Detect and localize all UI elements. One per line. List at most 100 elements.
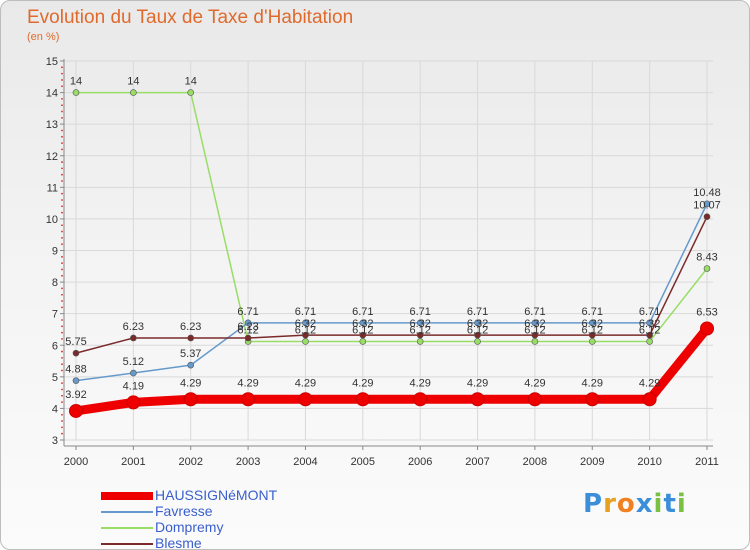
data-label-haussignémont: 4.19 xyxy=(123,380,144,392)
data-label-favresse: 6.71 xyxy=(352,306,373,318)
data-label-favresse: 6.71 xyxy=(524,306,545,318)
x-tick-label: 2011 xyxy=(695,456,719,468)
y-minor-tick xyxy=(61,135,63,138)
legend-label: Favresse xyxy=(155,503,213,519)
data-point-favresse xyxy=(72,377,80,384)
x-tick-label: 2000 xyxy=(64,456,88,468)
y-minor-tick xyxy=(61,224,63,227)
data-point-dompremy xyxy=(72,89,80,96)
y-tick-label: 14 xyxy=(46,88,58,100)
data-point-favresse xyxy=(130,369,137,377)
data-point-blesme xyxy=(244,334,252,342)
data-point-dompremy xyxy=(531,338,539,345)
data-label-dompremy: 14 xyxy=(127,76,139,88)
data-point-dompremy xyxy=(130,89,137,96)
y-minor-tick xyxy=(61,432,63,435)
data-label-dompremy: 14 xyxy=(70,76,82,88)
logo-letter: r xyxy=(603,489,617,519)
logo-letter: x xyxy=(635,489,654,519)
y-minor-tick xyxy=(61,129,63,132)
chart-subtitle: (en %) xyxy=(27,31,60,43)
data-point-haussignémont xyxy=(700,321,714,336)
data-label-dompremy: 6.12 xyxy=(295,324,316,336)
data-point-blesme xyxy=(187,334,195,342)
data-point-blesme xyxy=(359,331,367,339)
y-minor-tick xyxy=(61,236,63,239)
data-point-blesme xyxy=(646,331,653,339)
y-minor-tick xyxy=(61,331,63,334)
x-tick-label: 2003 xyxy=(236,456,260,468)
legend-swatch xyxy=(101,527,153,529)
data-point-haussignémont xyxy=(470,392,485,407)
y-minor-tick xyxy=(61,85,63,88)
data-label-blesme: 6.32 xyxy=(409,318,430,330)
y-minor-tick xyxy=(61,205,63,208)
data-point-blesme xyxy=(531,331,539,339)
data-point-favresse xyxy=(244,319,252,327)
y-tick-label: 15 xyxy=(46,56,58,68)
data-point-haussignémont xyxy=(126,395,141,410)
data-label-dompremy: 6.12 xyxy=(639,324,660,336)
y-minor-tick xyxy=(61,369,63,372)
y-tick-label: 3 xyxy=(52,435,58,447)
data-point-dompremy xyxy=(187,89,195,96)
data-label-haussignémont: 4.29 xyxy=(295,377,316,389)
y-tick-label: 6 xyxy=(52,340,58,352)
data-point-dompremy xyxy=(416,338,424,345)
data-label-haussignémont: 4.29 xyxy=(639,377,660,389)
data-label-favresse: 4.88 xyxy=(65,364,86,376)
logo-letter: P xyxy=(583,489,604,519)
y-minor-tick xyxy=(61,293,63,296)
data-label-blesme: 6.23 xyxy=(123,321,144,333)
y-minor-tick xyxy=(61,104,63,107)
data-label-favresse: 10.48 xyxy=(693,187,721,199)
y-minor-tick xyxy=(61,66,63,69)
data-label-blesme: 6.32 xyxy=(639,318,660,330)
y-minor-tick xyxy=(61,413,63,416)
data-label-haussignémont: 3.92 xyxy=(65,389,86,401)
logo-letter: i xyxy=(676,489,687,519)
data-point-dompremy xyxy=(474,338,481,345)
y-minor-tick xyxy=(61,319,63,321)
data-point-favresse xyxy=(703,200,711,208)
y-minor-tick xyxy=(61,79,63,81)
data-point-blesme xyxy=(130,334,137,342)
data-label-dompremy: 6.12 xyxy=(409,324,430,336)
series-line-blesme xyxy=(75,215,708,354)
y-minor-tick xyxy=(61,243,63,246)
data-point-favresse xyxy=(474,319,481,327)
data-point-haussignémont xyxy=(642,392,657,407)
data-point-favresse xyxy=(187,361,195,369)
logo-letter: t xyxy=(663,489,677,519)
data-label-favresse: 6.71 xyxy=(582,306,603,318)
data-label-blesme: 6.32 xyxy=(467,318,488,330)
y-minor-tick xyxy=(61,338,63,340)
y-minor-tick xyxy=(61,116,63,119)
data-point-dompremy xyxy=(703,265,711,272)
chart-title: Evolution du Taux de Taxe d'Habitation xyxy=(27,7,354,28)
data-label-blesme: 6.32 xyxy=(582,318,603,330)
data-point-blesme xyxy=(474,331,481,339)
y-minor-tick xyxy=(61,350,63,353)
y-tick-label: 13 xyxy=(46,119,58,131)
data-label-favresse: 6.71 xyxy=(295,306,316,318)
y-minor-tick xyxy=(61,142,63,145)
y-tick-label: 12 xyxy=(46,151,58,163)
legend-label: Dompremy xyxy=(155,519,224,535)
x-tick-label: 2004 xyxy=(293,456,317,468)
data-label-dompremy: 6.12 xyxy=(582,324,603,336)
x-tick-label: 2002 xyxy=(178,456,202,468)
data-label-dompremy: 6.12 xyxy=(352,324,373,336)
x-tick-label: 2007 xyxy=(465,456,489,468)
y-tick-label: 9 xyxy=(52,246,58,258)
data-label-dompremy: 14 xyxy=(185,76,197,88)
x-tick-label: 2006 xyxy=(408,456,432,468)
data-point-favresse xyxy=(588,319,596,327)
data-point-haussignémont xyxy=(69,403,83,418)
y-minor-tick xyxy=(61,161,63,163)
data-point-blesme xyxy=(703,213,711,221)
data-point-haussignémont xyxy=(413,392,428,407)
series-line-favresse xyxy=(75,203,708,382)
